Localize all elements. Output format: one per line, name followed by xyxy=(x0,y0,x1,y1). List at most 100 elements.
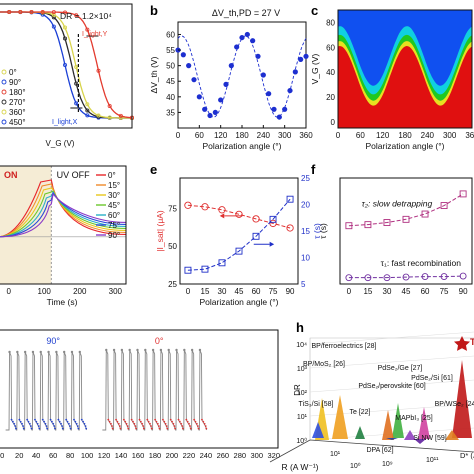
annotation-slow: τ₂: slow detrapping xyxy=(362,199,433,209)
tick-label-x: 80 xyxy=(66,451,74,460)
tick-label-x: 90 xyxy=(459,287,468,296)
category-label: MAPbI₃ [25] xyxy=(395,415,433,422)
legend-label: 450° xyxy=(9,118,26,127)
tick-label-y: 40 xyxy=(166,93,175,102)
data-point xyxy=(18,10,23,15)
tick-label-y-right: 25 xyxy=(301,174,310,183)
data-point xyxy=(74,81,79,86)
tick-label-y-right: 20 xyxy=(301,201,310,210)
data-point xyxy=(383,219,391,226)
floor-axes xyxy=(269,439,474,463)
category-label: BP/ferroelectrics [28] xyxy=(312,343,377,350)
data-point xyxy=(107,103,112,108)
legend-label: 270° xyxy=(9,98,26,107)
tick-label-y: 10¹ xyxy=(297,414,308,421)
panel-letter-f: f xyxy=(311,162,316,177)
uv-off-label: UV OFF xyxy=(57,170,91,180)
axis-label-x: R (A W⁻¹) xyxy=(281,462,318,472)
axes-frame-d xyxy=(0,165,127,285)
panel-d: ON UV OFF 0°15°30°45°60°75°90° 0 100 200 300 Ti… xyxy=(0,165,127,307)
legend-marker xyxy=(1,79,7,85)
tick-label-x: 220 xyxy=(183,451,196,460)
data-point xyxy=(184,266,192,274)
fit-curve xyxy=(177,35,307,118)
cone xyxy=(445,430,459,440)
panel-b: 0 60 120 180 240 300 360 35 40 45 50 55 60 ΔV_th,PD =… xyxy=(149,8,313,151)
tick-label-y: 50 xyxy=(166,62,175,71)
tick-label-y: 80 xyxy=(326,18,335,27)
legend-label: 60° xyxy=(108,211,120,220)
axes-frame-g xyxy=(0,329,279,449)
tick-label-y: 0 xyxy=(331,118,336,127)
data-point xyxy=(29,10,34,15)
heatmap-band xyxy=(338,46,472,128)
data-point xyxy=(63,63,68,68)
data-point xyxy=(383,274,391,282)
cone xyxy=(452,360,472,438)
tick-label-y: 45 xyxy=(166,77,175,86)
tick-label-x: 300 xyxy=(443,131,457,140)
data-point xyxy=(287,87,293,94)
data-point xyxy=(51,12,56,17)
data-point xyxy=(74,101,79,106)
category-label: DPA [62] xyxy=(366,447,393,454)
tick-label-x: 300 xyxy=(251,451,264,460)
data-point xyxy=(218,97,224,103)
cone xyxy=(418,407,430,439)
tick-label-x: 260 xyxy=(217,451,230,460)
data-point xyxy=(276,114,282,120)
category-label: BP/WSe₂ [24] xyxy=(435,401,474,408)
axes-frame-f xyxy=(339,177,473,285)
data-point xyxy=(7,10,12,15)
data-point xyxy=(107,115,112,120)
series-line xyxy=(348,193,464,227)
data-point xyxy=(292,69,298,75)
legend-marker xyxy=(1,99,7,105)
panel-a: DR = 1.2×10⁴ I_light,Y I_light,X 0°90°180°2… xyxy=(0,3,134,148)
axis-label-depth: D* (Jones) xyxy=(460,451,474,460)
tick-label-x: 20 xyxy=(15,451,23,460)
grid-line xyxy=(309,331,474,345)
legend-marker xyxy=(1,89,7,95)
axis-label-y: τ (s) xyxy=(318,223,328,239)
tick-label-x: 45 xyxy=(402,287,411,296)
tick-label-y: 10⁰ xyxy=(296,437,307,445)
cone xyxy=(332,395,348,439)
category-label: TiS₃/Si [58] xyxy=(299,401,334,408)
data-point xyxy=(235,210,243,218)
tick-label-x: 15 xyxy=(363,287,372,296)
annotation-0: 0° xyxy=(155,336,164,346)
axis-label-y: ΔV_th (V) xyxy=(149,56,159,93)
data-point xyxy=(266,91,272,97)
data-point xyxy=(207,112,213,119)
legend-label: 90° xyxy=(108,231,120,240)
transfer-curve-red xyxy=(0,11,133,119)
tick-label-x: 0 xyxy=(176,131,181,140)
tick-label-x: 360 xyxy=(465,131,474,140)
tick-label-x: 90 xyxy=(286,287,295,296)
tick-label-x: 10⁰ xyxy=(350,462,361,470)
response-curve xyxy=(0,183,127,238)
legend-marker xyxy=(1,69,7,75)
tick-label-x: 40 xyxy=(32,451,40,460)
tick-label-x: 240 xyxy=(257,131,271,140)
panel-letter-c: c xyxy=(311,3,318,18)
panel-letter-e: e xyxy=(150,162,157,177)
arrowhead xyxy=(219,213,225,219)
data-point xyxy=(402,273,410,281)
axes-frame-a xyxy=(0,3,133,129)
data-point xyxy=(85,27,90,32)
data-point xyxy=(223,81,229,87)
axis-label-x: V_G (V) xyxy=(46,139,75,148)
data-point xyxy=(218,206,226,214)
tick-label-x: 240 xyxy=(421,131,435,140)
panel-h: 10⁰ 10¹ 10² 10³ 10⁴ Th C BP/ferroelectrics [28… xyxy=(269,331,474,472)
data-point xyxy=(96,113,101,118)
legend-label: 180° xyxy=(9,88,26,97)
response-curve xyxy=(0,190,127,238)
tick-label-x: 60 xyxy=(356,131,365,140)
tick-label-x: 160 xyxy=(132,451,145,460)
back-wall xyxy=(309,337,474,440)
annotation-90: 90° xyxy=(46,336,60,346)
cone xyxy=(404,430,416,440)
